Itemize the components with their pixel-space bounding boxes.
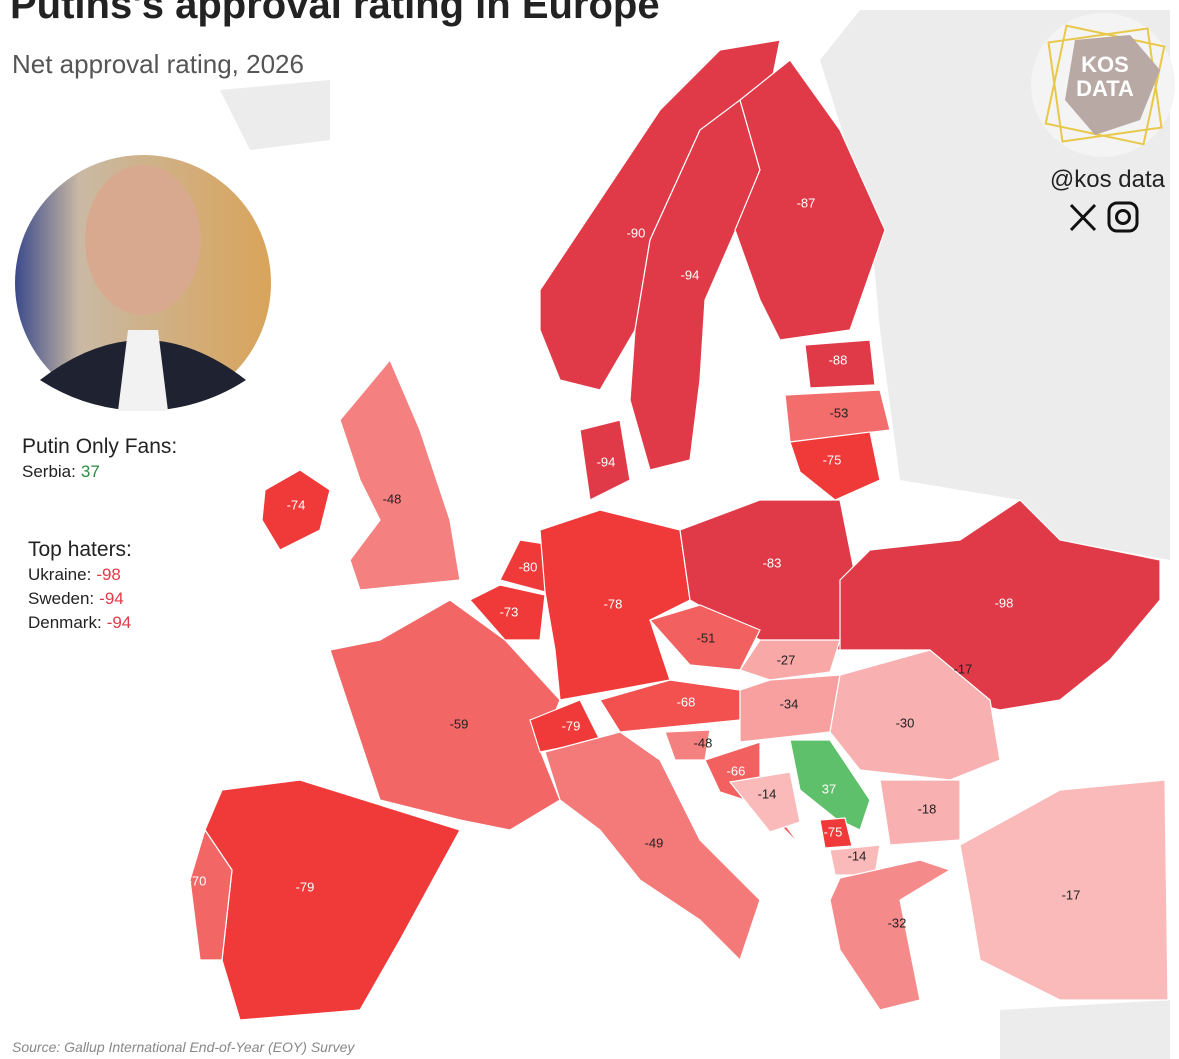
map-label: -94 (597, 454, 616, 469)
map-label: -78 (604, 596, 623, 611)
country-name: Ukraine: (28, 565, 91, 584)
social-icons (1069, 201, 1139, 233)
portrait (15, 155, 271, 411)
map-label: -79 (296, 879, 315, 894)
map-label: -51 (697, 630, 716, 645)
map-label: -53 (830, 405, 849, 420)
fans-heading: Putin Only Fans: (22, 435, 177, 458)
country-value: 37 (81, 462, 100, 481)
subtitle: Net approval rating, 2026 (12, 49, 304, 79)
map-label: -17 (954, 661, 973, 676)
list-item: Sweden: -94 (28, 589, 124, 608)
country-name: Denmark: (28, 613, 102, 632)
list-item: Serbia: 37 (22, 462, 100, 481)
countries (189, 39, 1169, 1021)
country-name: Serbia: (22, 462, 76, 481)
haters-heading: Top haters: (28, 538, 132, 561)
map-label: -75 (823, 452, 842, 467)
map-label: -49 (645, 835, 664, 850)
map-label: -98 (995, 595, 1014, 610)
map-label: -48 (383, 491, 402, 506)
map-label: -32 (888, 915, 907, 930)
map-label: -74 (287, 497, 306, 512)
list-item: Denmark: -94 (28, 613, 131, 632)
map-label: -83 (763, 555, 782, 570)
map-label: -14 (758, 786, 777, 801)
fans-list: Serbia: 37 (22, 462, 100, 481)
title: Putins's approval rating in Europe (10, 0, 660, 27)
source: Source: Gallup International End-of-Year… (12, 1039, 355, 1055)
country-value: -98 (96, 565, 121, 584)
logo: KOS DATA (1031, 13, 1175, 157)
handle: @kos data (1050, 166, 1166, 193)
logo-text: DATA (1076, 76, 1134, 101)
map-labels: -87 -90 -94 -88 -53 -75 -94 -74 -48 -80 -83 -98 -73 -… (188, 195, 1081, 930)
country-name: Sweden: (28, 589, 94, 608)
map-label: 37 (822, 781, 836, 796)
logo-text: KOS (1081, 52, 1129, 77)
map-label: -59 (450, 716, 469, 731)
map-label: -17 (1062, 887, 1081, 902)
map-label: -87 (797, 195, 816, 210)
map-label: -75 (824, 824, 843, 839)
country-value: -94 (107, 613, 132, 632)
map-label: -34 (780, 696, 799, 711)
map-label: -79 (562, 718, 581, 733)
map-label: -90 (627, 225, 646, 240)
map-label: -27 (777, 652, 796, 667)
list-item: Ukraine: -98 (28, 565, 121, 584)
map-label: -30 (896, 715, 915, 730)
map-label: -80 (519, 559, 538, 574)
map-label: -94 (681, 267, 700, 282)
map-label: -14 (848, 848, 867, 863)
map-label: -88 (829, 352, 848, 367)
map-label: -68 (677, 694, 696, 709)
map-label: -70 (188, 873, 207, 888)
map-label: -73 (500, 604, 519, 619)
map-label: -18 (918, 801, 937, 816)
country-value: -94 (99, 589, 124, 608)
map-label: -48 (694, 735, 713, 750)
map-label: -66 (727, 763, 746, 778)
